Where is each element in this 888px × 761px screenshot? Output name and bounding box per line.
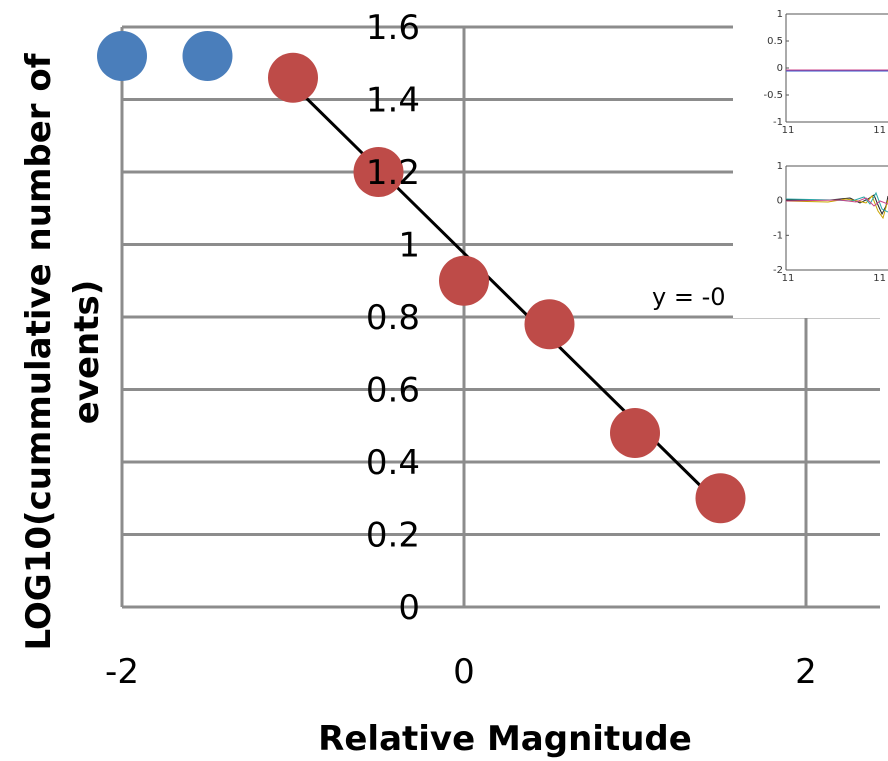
data-point-s1-4 — [610, 408, 660, 458]
data-point-s1-2 — [439, 255, 489, 306]
inset-top-panel-x-tick-label: 11 — [782, 125, 795, 136]
y-tick-label: 1 — [398, 226, 420, 266]
y-tick-label: 0 — [398, 588, 420, 628]
trendline-equation: y = -0 — [652, 283, 726, 311]
x-axis-title: Relative Magnitude — [318, 719, 692, 759]
y-tick-label: 0.8 — [366, 298, 420, 338]
data-points — [97, 31, 746, 524]
data-point-s1-3 — [524, 299, 575, 350]
y-axis-title-line-2: events) — [67, 280, 107, 425]
inset-top-panel-x-tick-label: 11 — [873, 125, 886, 136]
y-tick-label: 0.4 — [366, 443, 420, 483]
inset-bottom-panel-trace-1 — [785, 195, 888, 220]
y-axis-title: LOG10(cummulative number of events) — [19, 52, 107, 650]
y-tick-labels: 0 0.2 0.4 0.6 0.8 1 1.2 1.4 1.6 — [366, 8, 420, 628]
data-point-s1-0 — [268, 52, 318, 103]
inset-bottom-panel-y-tick-label: 0 — [777, 196, 783, 207]
inset-bottom-panel-y-tick-label: -2 — [773, 265, 783, 276]
inset-top-panel: 10.50-0.5-111 11 — [763, 9, 888, 136]
inset-bottom-panel-x-tick-label: 11 — [873, 273, 886, 284]
data-point-s0-0 — [97, 31, 147, 81]
data-point-s0-1 — [182, 31, 233, 81]
y-tick-label: 1.2 — [366, 153, 420, 193]
inset-bottom-panel-y-tick-label: -1 — [773, 230, 783, 241]
y-tick-label: 1.4 — [366, 81, 420, 121]
data-point-s1-1 — [353, 147, 404, 197]
inset-bottom-panel: 10-1-211 11 — [773, 161, 888, 284]
inset-bottom-panel-trace-3 — [785, 197, 888, 207]
inset-bottom-panel-y-tick-label: 1 — [777, 161, 783, 172]
x-tick-label: 0 — [453, 652, 475, 692]
inset-top-panel-y-tick-label: 1 — [777, 9, 783, 20]
data-point-s1-5 — [695, 473, 746, 524]
inset-top-panel-y-tick-label: -0.5 — [763, 90, 783, 101]
x-tick-label: 2 — [795, 652, 817, 692]
y-axis-title-line-1: LOG10(cummulative number of — [19, 52, 59, 650]
inset-top-panel-y-tick-label: 0.5 — [767, 36, 783, 47]
x-tick-labels: -2 0 2 — [105, 652, 817, 692]
y-tick-label: 0.6 — [366, 371, 420, 411]
x-tick-label: -2 — [105, 652, 139, 692]
y-tick-label: 0.2 — [366, 516, 420, 556]
inset-top-panel-y-tick-label: -1 — [773, 117, 783, 128]
inset-top-panel-y-tick-label: 0 — [777, 63, 783, 74]
y-tick-label: 1.6 — [366, 8, 420, 48]
inset-bottom-panel-x-tick-label: 11 — [782, 273, 795, 284]
inset-background — [733, 0, 888, 318]
